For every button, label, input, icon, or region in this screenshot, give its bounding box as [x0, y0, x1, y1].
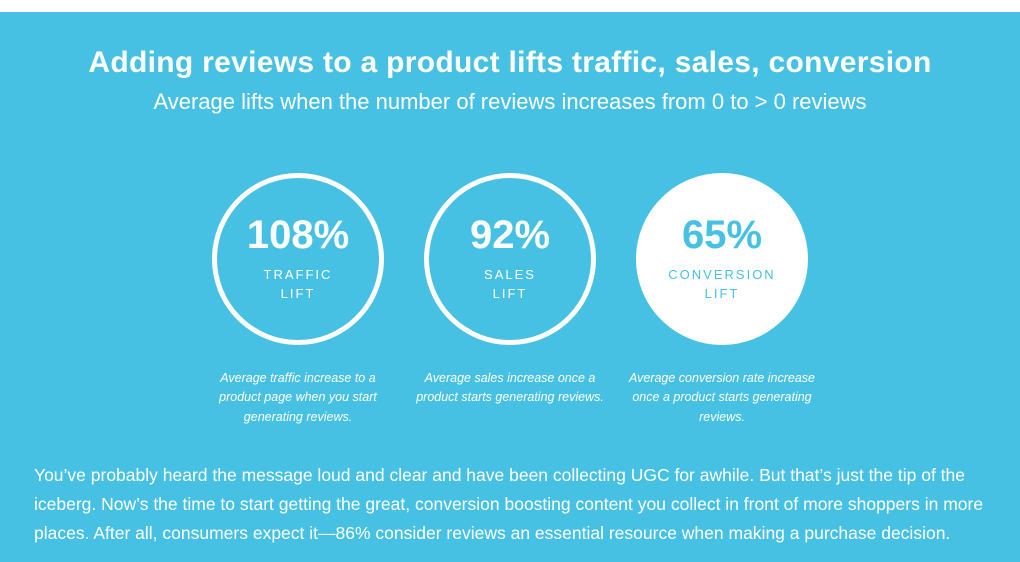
conversion-label-line1: CONVERSION: [668, 266, 776, 282]
traffic-label-line1: TRAFFIC: [263, 266, 333, 282]
sales-caption: Average sales increase once a product st…: [416, 371, 604, 405]
sales-label-line1: SALES: [484, 266, 536, 282]
infographic-subtitle: Average lifts when the number of reviews…: [153, 89, 867, 114]
traffic-caption: Average traffic increase to a product pa…: [219, 371, 377, 424]
stat-sales: 92% SALES LIFT Average sales increase on…: [408, 173, 612, 427]
conversion-caption: Average conversion rate increase once a …: [629, 371, 815, 424]
conversion-lift-value: 65%: [681, 212, 763, 257]
sales-circle: 92% SALES LIFT: [424, 173, 596, 345]
conversion-label-line2: LIFT: [704, 286, 740, 301]
stat-traffic: 108% TRAFFIC LIFT Average traffic increa…: [196, 173, 400, 427]
infographic-background: Adding reviews to a product lifts traffi…: [0, 12, 1020, 562]
traffic-lift-label: TRAFFIC LIFT: [264, 265, 333, 304]
traffic-circle: 108% TRAFFIC LIFT: [212, 173, 384, 345]
sales-label-line2: LIFT: [492, 286, 528, 301]
footer-paragraph: You’ve probably heard the message loud a…: [34, 465, 984, 543]
conversion-circle: 65% CONVERSION LIFT: [636, 173, 808, 345]
stat-conversion: 65% CONVERSION LIFT Average conversion r…: [620, 173, 824, 427]
stats-row: 108% TRAFFIC LIFT Average traffic increa…: [0, 173, 1020, 427]
infographic-title: Adding reviews to a product lifts traffi…: [88, 46, 932, 79]
top-white-strip: [0, 0, 1020, 12]
sales-lift-label: SALES LIFT: [484, 265, 536, 304]
conversion-lift-label: CONVERSION LIFT: [668, 265, 775, 304]
traffic-lift-value: 108%: [246, 212, 350, 257]
sales-lift-value: 92%: [469, 212, 551, 257]
traffic-label-line2: LIFT: [280, 286, 316, 301]
